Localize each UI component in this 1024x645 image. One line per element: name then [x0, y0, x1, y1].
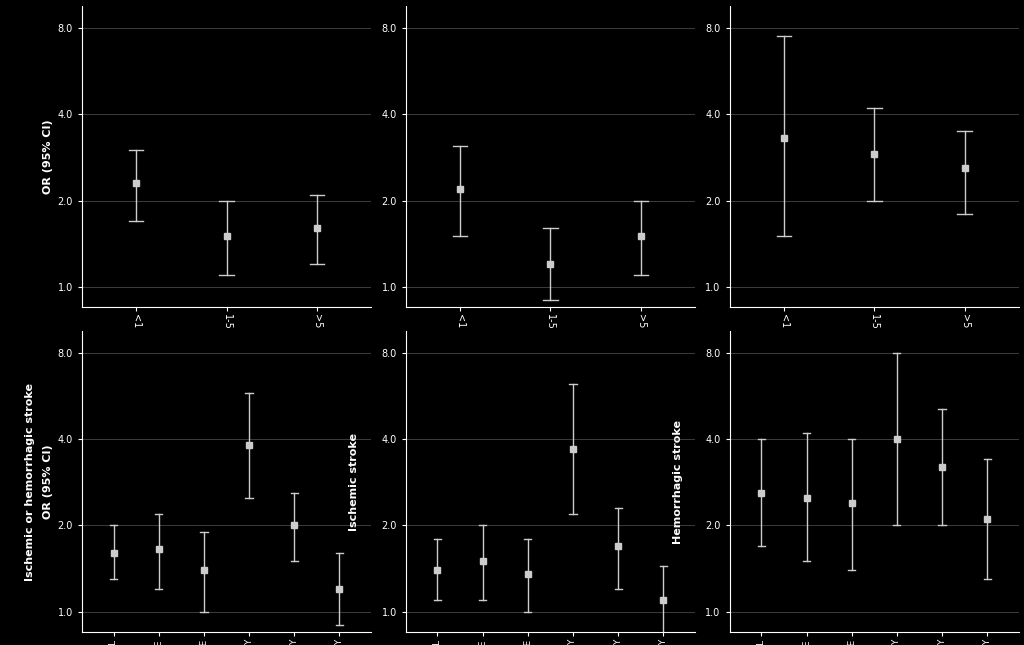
Y-axis label: OR (95% CI): OR (95% CI) [43, 444, 53, 519]
Text: Time between epilepsy and stroke (year): Time between epilepsy and stroke (year) [796, 373, 952, 382]
Y-axis label: OR (95% CI): OR (95% CI) [43, 119, 53, 194]
Text: Axeltitel: Axeltitel [858, 397, 890, 406]
Text: Ischemic stroke: Ischemic stroke [349, 433, 358, 531]
Text: Ischemic or hemorrhagic stroke: Ischemic or hemorrhagic stroke [25, 382, 35, 580]
Text: Axeltitel: Axeltitel [535, 397, 566, 406]
Text: Axeltitel: Axeltitel [211, 397, 243, 406]
Text: Time between epilepsy and stroke (year): Time between epilepsy and stroke (year) [148, 373, 305, 382]
Text: Time between epilepsy and stroke (year): Time between epilepsy and stroke (year) [472, 373, 629, 382]
Text: Hemorrhagic stroke: Hemorrhagic stroke [673, 420, 683, 544]
